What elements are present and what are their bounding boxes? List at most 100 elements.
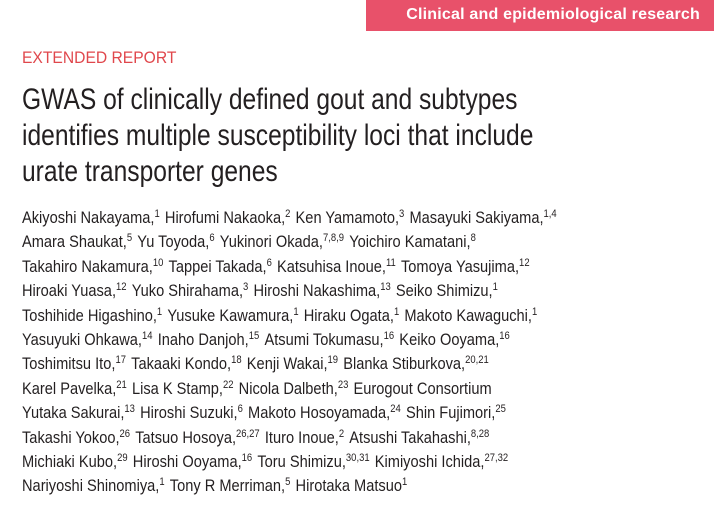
affiliation-ref: 12 [519,256,530,269]
author-name: Nicola Dalbeth, [238,378,338,398]
author-name: Hiroshi Nakashima, [253,281,381,301]
author: Yu Toyoda,6 [137,232,214,251]
article-title: GWAS of clinically defined gout and subt… [22,82,714,190]
affiliation-ref: 12 [116,281,127,294]
author-name: Yoichiro Kamatani, [349,232,471,252]
affiliation-ref: 3 [243,281,249,294]
affiliation-ref: 16 [383,329,395,342]
author-line: Yasuyuki Ohkawa,14 Inaho Danjoh,15 Atsumi … [22,328,562,352]
author: Hirotaka Matsuo1 [296,476,408,495]
author-name: Blanka Stiburkova, [343,354,466,374]
affiliation-ref: 1 [401,476,408,489]
author-name: Ituro Inoue, [264,427,339,447]
author-name: Atsumi Tokumasu, [264,329,384,349]
author-name: Hirotaka Matsuo [295,476,402,496]
author-name: Takaaki Kondo, [131,354,232,374]
author: Atsushi Takahashi,8,28 [349,428,489,447]
author: Karel Pavelka,21 [22,379,127,398]
author: Takashi Yokoo,26 [22,428,130,447]
author: Takahiro Nakamura,10 [22,257,163,276]
author: Yuko Shirahama,3 [132,281,249,300]
affiliation-ref: 11 [385,256,396,269]
author-name: Toshimitsu Ito, [22,354,116,374]
author-name: Tony R Merriman, [169,476,286,496]
author: Hiroshi Suzuki,6 [140,403,243,422]
author-name: Hiroaki Yuasa, [22,281,117,301]
author: Nicola Dalbeth,23 [239,379,349,398]
affiliation-ref: 20,21 [465,354,489,367]
author-name: Eurogout Consortium [353,378,492,398]
author-name: Lisa K Stamp, [131,378,223,398]
author: Seiko Shimizu,1 [396,281,498,300]
author: Masayuki Sakiyama,1,4 [409,208,556,227]
affiliation-ref: 13 [124,403,135,416]
author-name: Shin Fujimori, [405,403,496,423]
affiliation-ref: 27,32 [484,451,509,464]
author-name: Makoto Hosoyamada, [248,403,391,423]
affiliation-ref: 8,28 [470,427,490,440]
author-name: Tomoya Yasujima, [400,256,520,276]
author-name: Michiaki Kubo, [22,451,118,471]
author: Amara Shaukat,5 [22,232,132,251]
affiliation-ref: 22 [222,378,234,391]
author-name: Makoto Kawaguchi, [404,305,532,325]
author-name: Yasuyuki Ohkawa, [22,329,142,349]
affiliation-ref: 5 [285,476,291,489]
author-name: Ken Yamamoto, [295,208,400,227]
author: Hiroaki Yuasa,12 [22,281,127,300]
affiliation-ref: 17 [115,354,126,367]
title-line: urate transporter genes [22,155,278,188]
author-line: Takashi Yokoo,26 Tatsuo Hosoya,26,27 Ituro… [22,426,562,450]
author: Hiroshi Ooyama,16 [133,452,252,471]
affiliation-ref: 2 [338,427,345,440]
author-line: Nariyoshi Shinomiya,1 Tony R Merriman,5 Hi… [22,474,562,498]
author: Hiraku Ogata,1 [304,306,399,325]
author-name: Amara Shaukat, [22,232,127,252]
author-name: Toru Shimizu, [257,451,346,471]
author: Makoto Hosoyamada,24 [248,403,401,422]
affiliation-ref: 26 [119,427,131,440]
affiliation-ref: 19 [327,354,339,367]
affiliation-ref: 8 [470,232,476,245]
author-name: Hiroshi Ooyama, [132,451,242,471]
author-name: Inaho Danjoh, [157,329,249,349]
author-name: Kenji Wakai, [246,354,328,374]
author: Nariyoshi Shinomiya,1 [22,476,165,495]
affiliation-ref: 1 [156,305,163,318]
author-line: Yutaka Sakurai,13 Hiroshi Suzuki,6 Makoto … [22,401,562,425]
author: Kenji Wakai,19 [247,354,338,373]
affiliation-ref: 1,4 [543,208,557,220]
author: Hirofumi Nakaoka,2 [165,208,291,227]
author: Michiaki Kubo,29 [22,452,128,471]
author: Shin Fujimori,25 [406,403,506,422]
affiliation-ref: 3 [399,208,405,220]
author-line: Akiyoshi Nakayama,1 Hirofumi Nakaoka,2 Ken… [22,206,562,230]
affiliation-ref: 1 [293,305,299,318]
affiliation-ref: 29 [117,451,128,464]
affiliation-ref: 26,27 [236,427,260,440]
affiliation-ref: 16 [499,329,510,342]
author: Keiko Ooyama,16 [399,330,509,349]
author: Katsuhisa Inoue,11 [277,257,396,276]
author: Yoichiro Kamatani,8 [349,232,476,251]
author: Tomoya Yasujima,12 [401,257,530,276]
affiliation-ref: 30,31 [345,451,370,464]
author: Tatsuo Hosoya,26,27 [135,428,259,447]
author: Makoto Kawaguchi,1 [404,306,537,325]
author: Tappei Takada,6 [169,257,272,276]
affiliation-ref: 10 [152,256,164,269]
affiliation-ref: 6 [237,403,243,416]
title-line: GWAS of clinically defined gout and subt… [22,83,518,116]
author-name: Hiroshi Suzuki, [140,403,238,423]
author: Blanka Stiburkova,20,21 [343,354,489,373]
author-line: Takahiro Nakamura,10 Tappei Takada,6 Katsu… [22,255,562,279]
author-name: Hirofumi Nakaoka, [164,208,286,227]
author-name: Karel Pavelka, [22,378,117,398]
title-line: identifies multiple susceptibility loci … [22,119,534,152]
author-name: Yukinori Okada, [219,232,323,252]
author: Tony R Merriman,5 [170,476,291,495]
article-type: EXTENDED REPORT [22,48,177,67]
author: Eurogout Consortium [354,379,492,398]
author-name: Masayuki Sakiyama, [409,208,544,227]
